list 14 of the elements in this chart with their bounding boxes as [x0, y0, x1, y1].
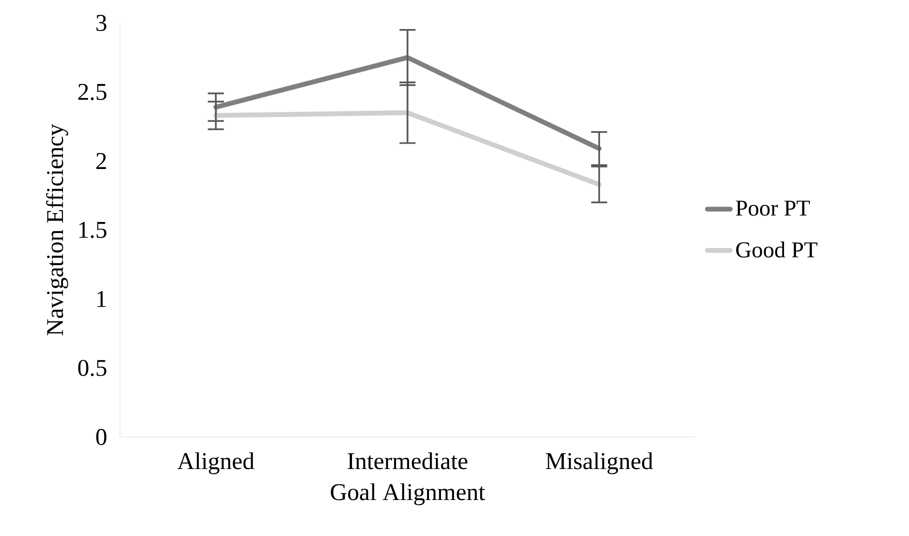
y-tick-label: 1	[97, 291, 106, 307]
y-tick-label: 0.5	[78, 360, 106, 376]
y-tick-label: 2	[96, 153, 106, 169]
y-tick-label: 3	[96, 14, 106, 32]
y-tick-label: 1.5	[79, 222, 106, 238]
y-tick-label: 2.5	[78, 84, 106, 100]
x-axis-title: Goal Alignment	[330, 483, 486, 506]
y-axis-title: Navigation Efficiency	[46, 124, 68, 336]
y-tick-label: 0	[96, 428, 106, 446]
legend-label: Poor PT	[736, 200, 810, 216]
x-tick-label: Misaligned	[546, 452, 653, 474]
legend-label: Good PT	[736, 242, 818, 258]
x-tick-label: Intermediate	[348, 452, 468, 470]
x-tick-label: Aligned	[177, 452, 254, 474]
